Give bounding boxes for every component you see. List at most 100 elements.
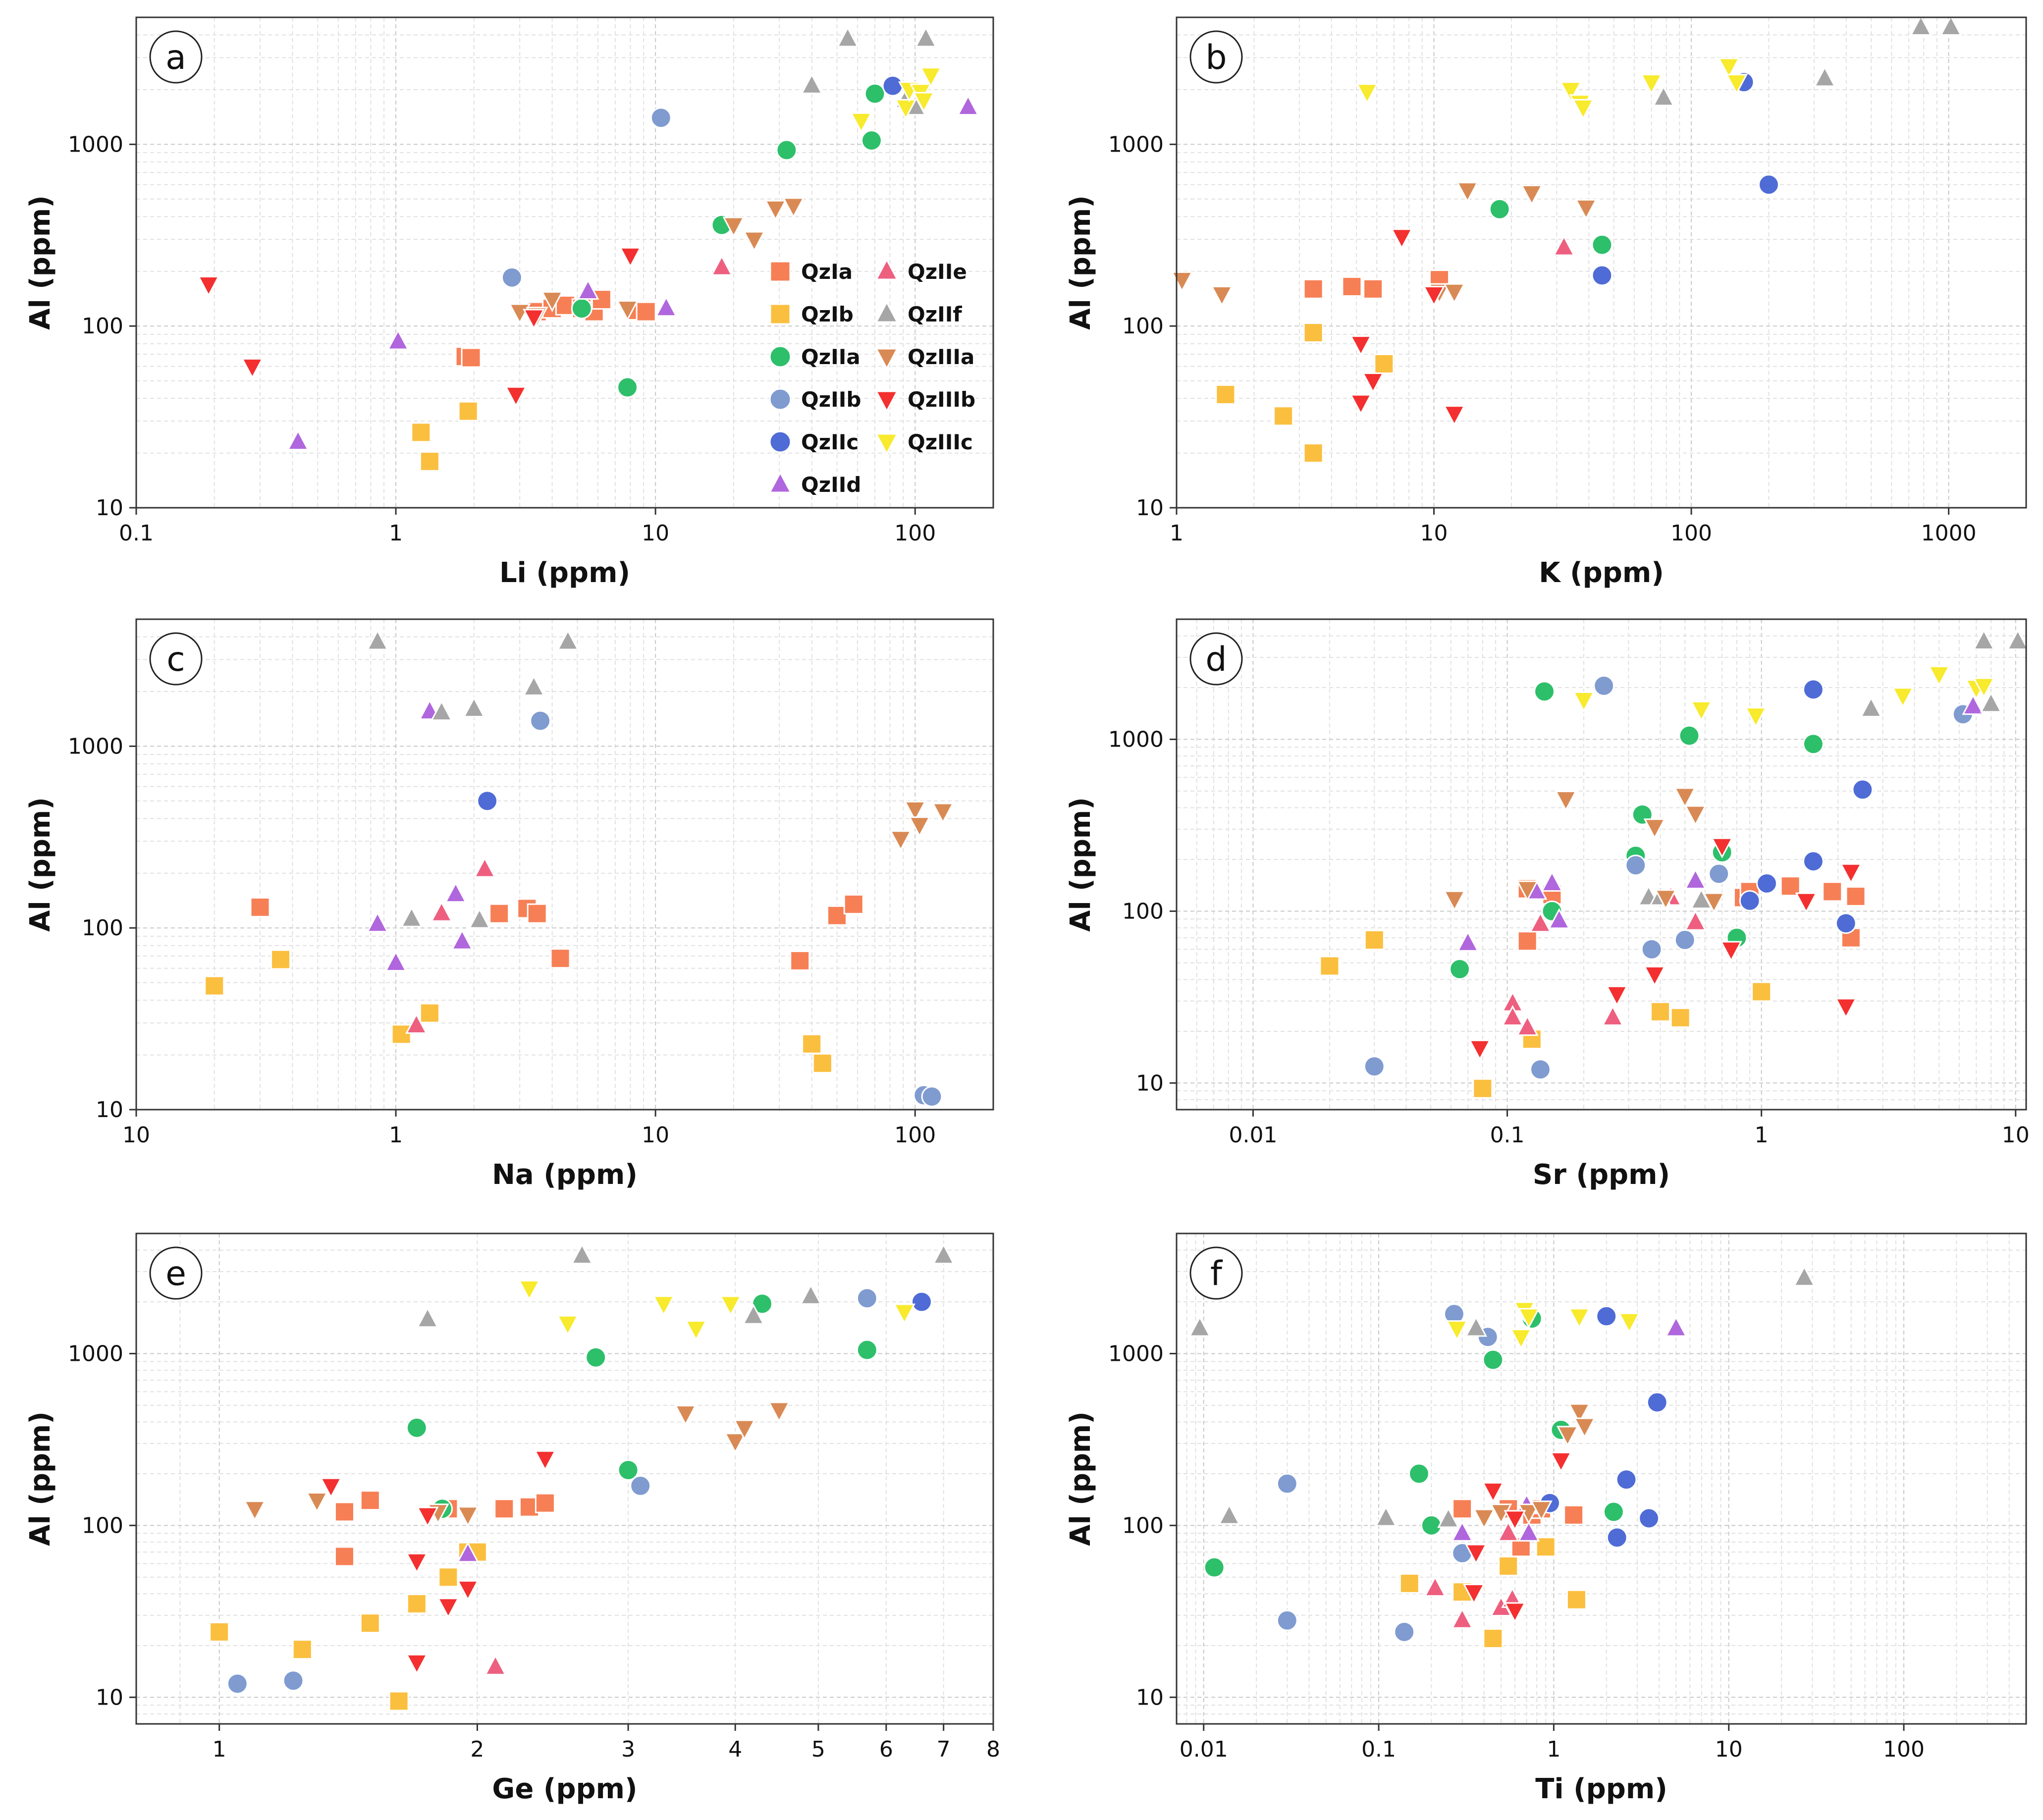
- point-QzIIIc: [719, 1295, 742, 1317]
- point-QzIIIa: [1211, 285, 1233, 307]
- point-QzIIIa: [931, 803, 954, 824]
- point-QzIIa: [861, 130, 882, 152]
- point-QzIb: [1273, 406, 1294, 427]
- x-tick-label: 0.01: [1180, 1737, 1228, 1762]
- point-QzIIIb: [1423, 285, 1445, 307]
- point-QzIIIc: [518, 1280, 540, 1301]
- plot-area: [136, 619, 993, 1110]
- point-QzIIIb: [1504, 1602, 1526, 1623]
- point-QzIa: [334, 1546, 355, 1567]
- y-axis-title: Al (ppm): [1065, 1411, 1097, 1546]
- point-QzIIa: [1534, 681, 1555, 702]
- point-QzIId: [1541, 870, 1563, 892]
- point-QzIIIc: [850, 112, 872, 134]
- point-QzIIIb: [1391, 228, 1413, 250]
- point-QzIIIb: [405, 1552, 428, 1574]
- legend-label: QzIIf: [908, 302, 962, 326]
- point-QzIIIc: [1509, 1329, 1532, 1350]
- point-QzIIIb: [1795, 892, 1818, 913]
- point-QzIIf: [523, 675, 545, 696]
- point-QzIb: [1399, 1573, 1420, 1594]
- point-QzIIIb: [456, 1580, 479, 1602]
- x-axis-title: Sr (ppm): [1533, 1159, 1670, 1191]
- point-QzIIa: [1591, 234, 1613, 256]
- point-QzIIf: [556, 629, 579, 650]
- point-QzIIa: [752, 1293, 773, 1315]
- point-QzIId: [1548, 908, 1570, 929]
- legend-label: QzIIIa: [908, 345, 974, 369]
- point-QzIb: [1374, 353, 1395, 374]
- point-QzIIf: [1465, 1316, 1488, 1337]
- point-QzIb: [458, 401, 479, 422]
- x-tick-label: 100: [894, 1123, 936, 1148]
- point-QzIb: [209, 1621, 230, 1642]
- x-tick-label: 0.01: [1229, 1123, 1277, 1148]
- scatter-points: [1188, 1265, 1816, 1649]
- point-QzIb: [1483, 1628, 1504, 1649]
- panel-e: 1 2 3 4 5 6 7 8 10 100 1000 Ge (ppm) Al (ppm) e: [24, 1232, 1000, 1805]
- point-QzIIc: [911, 1291, 932, 1313]
- legend-marker-QzIIIb: [875, 390, 899, 413]
- x-tick-label: 100: [1670, 521, 1712, 546]
- point-QzIb: [388, 1691, 409, 1712]
- x-tick-label: 100: [1883, 1737, 1925, 1762]
- point-QzIIf: [800, 1284, 822, 1305]
- point-QzIIIa: [1573, 1417, 1596, 1439]
- x-tick-label: 0.1: [1490, 1123, 1525, 1148]
- point-QzIIIa: [733, 1419, 756, 1441]
- plot-frame: [1176, 1232, 2027, 1725]
- point-QzIIa: [1203, 1556, 1225, 1578]
- point-QzIIf: [463, 696, 485, 718]
- y-tick-label: 1000: [68, 1341, 123, 1366]
- point-QzIIIa: [1555, 791, 1577, 812]
- scatter-points: [1171, 14, 1962, 464]
- point-QzIIa: [1489, 198, 1510, 220]
- point-QzIIIa: [1473, 1508, 1496, 1530]
- x-tick-label: 100: [894, 521, 936, 546]
- point-QzIIe: [1451, 1607, 1474, 1629]
- x-axis-title: Na (ppm): [492, 1159, 638, 1191]
- point-QzIIIa: [1530, 1500, 1553, 1522]
- plot-frame: [135, 16, 994, 509]
- y-tick-label: 10: [1136, 1071, 1164, 1096]
- point-QzIIIc: [894, 99, 917, 120]
- point-QzIIf: [1188, 1316, 1211, 1337]
- point-QzIa: [489, 903, 510, 924]
- point-QzIIe: [405, 1013, 428, 1034]
- point-QzIIIa: [1443, 890, 1466, 912]
- point-QzIb: [391, 1024, 412, 1045]
- panel-letter-badge: [149, 632, 203, 686]
- y-tick-label: 100: [82, 314, 123, 339]
- point-QzIIIa: [1516, 880, 1539, 902]
- point-QzIIIa: [1568, 1403, 1591, 1425]
- point-QzIIa: [617, 1459, 639, 1481]
- panel-letter-badge: [1189, 632, 1243, 686]
- point-QzIb: [1364, 929, 1385, 950]
- point-QzIIe: [484, 1654, 507, 1675]
- point-QzIb: [1319, 956, 1340, 976]
- point-QzIIe: [1684, 910, 1707, 931]
- point-QzIIIb: [241, 358, 264, 379]
- panel-letter: e: [165, 1254, 186, 1293]
- point-QzIId: [384, 950, 407, 971]
- y-tick-label: 10: [96, 495, 123, 521]
- y-tick-label: 10: [96, 1685, 123, 1710]
- point-QzIIc: [477, 790, 498, 812]
- legend-label: QzIa: [801, 260, 853, 284]
- x-axis-title: Ge (ppm): [492, 1773, 637, 1805]
- y-tick-label: 100: [1122, 1513, 1164, 1538]
- x-tick-label: 3: [621, 1737, 635, 1762]
- point-QzIb: [204, 975, 225, 996]
- plot-area: [1177, 17, 2026, 508]
- point-QzIIIc: [1718, 57, 1740, 79]
- panel-letter: f: [1210, 1254, 1223, 1293]
- x-tick-label: 10: [642, 521, 669, 546]
- point-QzIIIc: [913, 92, 935, 113]
- point-QzIIf: [1814, 66, 1836, 87]
- point-QzIIf: [571, 1243, 593, 1265]
- panel-letter-badge: [149, 1246, 203, 1300]
- point-QzIId: [444, 881, 467, 903]
- point-QzIIIc: [893, 1303, 915, 1325]
